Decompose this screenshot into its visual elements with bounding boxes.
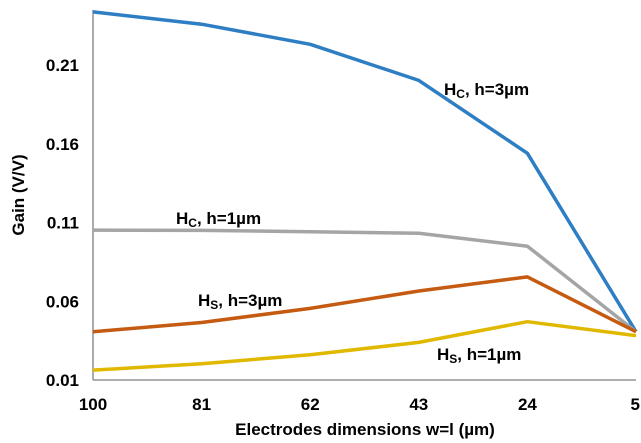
series-label-rest: , h=3µm (218, 291, 282, 310)
series-lines (92, 10, 638, 372)
series-line-2 (92, 275, 637, 334)
x-tick-label: 24 (518, 395, 537, 414)
series-label-sub: C (456, 87, 465, 101)
x-tick-label: 81 (192, 395, 211, 414)
series-line-3 (92, 319, 637, 372)
series-label-rest: , h=1µm (457, 345, 521, 364)
series-label-3: HS, h=1µm (437, 345, 521, 366)
series-label-rest: , h=3µm (465, 80, 529, 99)
y-tick-label: 0.11 (47, 214, 79, 233)
y-axis-title: Gain (V/V) (9, 154, 28, 235)
series-label-main: H (444, 80, 456, 99)
y-tick-labels: 0.01 0.06 0.11 0.16 0.21 (46, 56, 79, 390)
y-tick-label: 0.01 (46, 371, 79, 390)
x-tick-label: 43 (409, 395, 428, 414)
series-line-1 (92, 228, 638, 334)
series-label-1: HC, h=1µm (176, 209, 261, 230)
y-tick-label: 0.16 (46, 135, 79, 154)
series-label-sub: S (210, 298, 218, 312)
series-label-sub: C (188, 216, 197, 230)
series-label-main: H (176, 209, 188, 228)
series-label-sub: S (449, 352, 457, 366)
series-label-2: HS, h=3µm (198, 291, 282, 312)
y-tick-label: 0.21 (46, 56, 79, 75)
y-tick-label: 0.06 (46, 292, 79, 311)
x-tick-labels: 100 81 62 43 24 5 (79, 395, 640, 414)
x-tick-label: 100 (79, 395, 107, 414)
x-tick-label: 62 (301, 395, 320, 414)
series-label-0: HC, h=3µm (444, 80, 529, 101)
series-label-main: H (437, 345, 449, 364)
series-line-0 (92, 10, 638, 333)
series-label-rest: , h=1µm (197, 209, 261, 228)
x-axis-title: Electrodes dimensions w=l (µm) (235, 420, 495, 439)
plot-area (92, 10, 638, 381)
x-tick-label: 5 (631, 395, 640, 414)
series-label-main: H (198, 291, 210, 310)
